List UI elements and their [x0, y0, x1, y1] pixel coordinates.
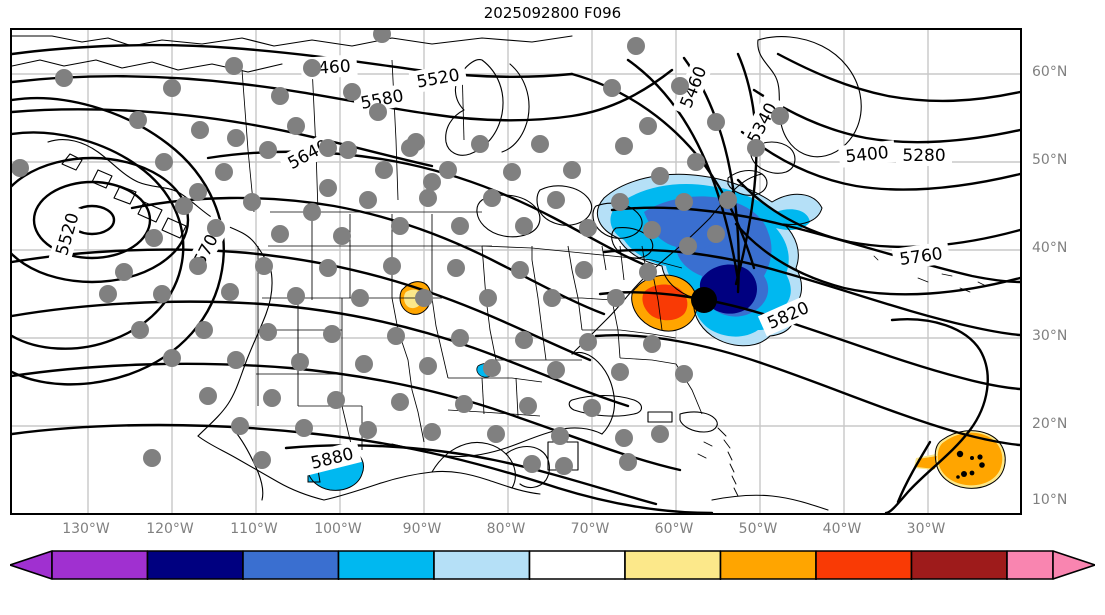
cape-verde-islands [956, 450, 985, 479]
storm-center-marker [691, 287, 717, 313]
cape-verde-positive-orange [917, 432, 1003, 486]
y-tick-label-30n: 30°N [1032, 328, 1068, 344]
x-tick-label-100w: 100°W [314, 521, 362, 537]
newfoundland-negative-core [655, 212, 725, 249]
colorbar-swatch-0 [51, 550, 149, 580]
x-tick-label-30w: 30°W [906, 521, 946, 537]
x-tick-label-130w: 130°W [62, 521, 110, 537]
svg-text:5280: 5280 [902, 146, 945, 166]
x-tick-label-70w: 70°W [570, 521, 610, 537]
y-tick-label-10n: 10°N [1032, 492, 1068, 508]
y-tick-label-50n: 50°N [1032, 152, 1068, 168]
colorbar-swatch-10 [1006, 550, 1054, 580]
colorbar-over-arrow [1052, 550, 1095, 580]
geopotential-contours [12, 43, 1020, 513]
colorbar-swatch-5 [528, 550, 626, 580]
svg-text:5400: 5400 [845, 143, 890, 167]
map-plot-area: 5280 5340 5400 5460 5460 5520 5520 5580 … [10, 28, 1022, 515]
map-canvas: 5280 5340 5400 5460 5460 5520 5520 5580 … [12, 30, 1020, 513]
observation-stations [12, 30, 789, 475]
colorbar-swatch-2 [242, 550, 340, 580]
svg-text:5520: 5520 [52, 211, 83, 258]
y-tick-label-40n: 40°N [1032, 240, 1068, 256]
x-tick-label-80w: 80°W [486, 521, 526, 537]
colorbar-swatch-1 [146, 550, 244, 580]
colorbar-swatch-9 [910, 550, 1008, 580]
anomaly-colorbar: −0.90 −0.72 −0.54 −0.36 −0.18 0.18 0.36 … [10, 550, 1095, 580]
x-tick-label-90w: 90°W [402, 521, 442, 537]
chart-title: 2025092800 F096 [483, 4, 622, 22]
x-tick-label-50w: 50°W [738, 521, 778, 537]
colorbar-swatch-7 [719, 550, 817, 580]
anomaly-shading [307, 173, 1006, 491]
x-tick-label-110w: 110°W [230, 521, 278, 537]
colorbar-swatch-8 [815, 550, 913, 580]
y-tick-label-20n: 20°N [1032, 416, 1068, 432]
x-tick-label-40w: 40°W [822, 521, 862, 537]
colorbar-swatch-6 [624, 550, 722, 580]
x-tick-label-120w: 120°W [146, 521, 194, 537]
x-tick-label-60w: 60°W [654, 521, 694, 537]
colorbar-swatch-4 [433, 550, 531, 580]
colorbar-canvas [10, 550, 1095, 580]
colorbar-swatch-3 [337, 550, 435, 580]
colorbar-under-arrow [10, 550, 53, 580]
y-tick-label-60n: 60°N [1032, 64, 1068, 80]
